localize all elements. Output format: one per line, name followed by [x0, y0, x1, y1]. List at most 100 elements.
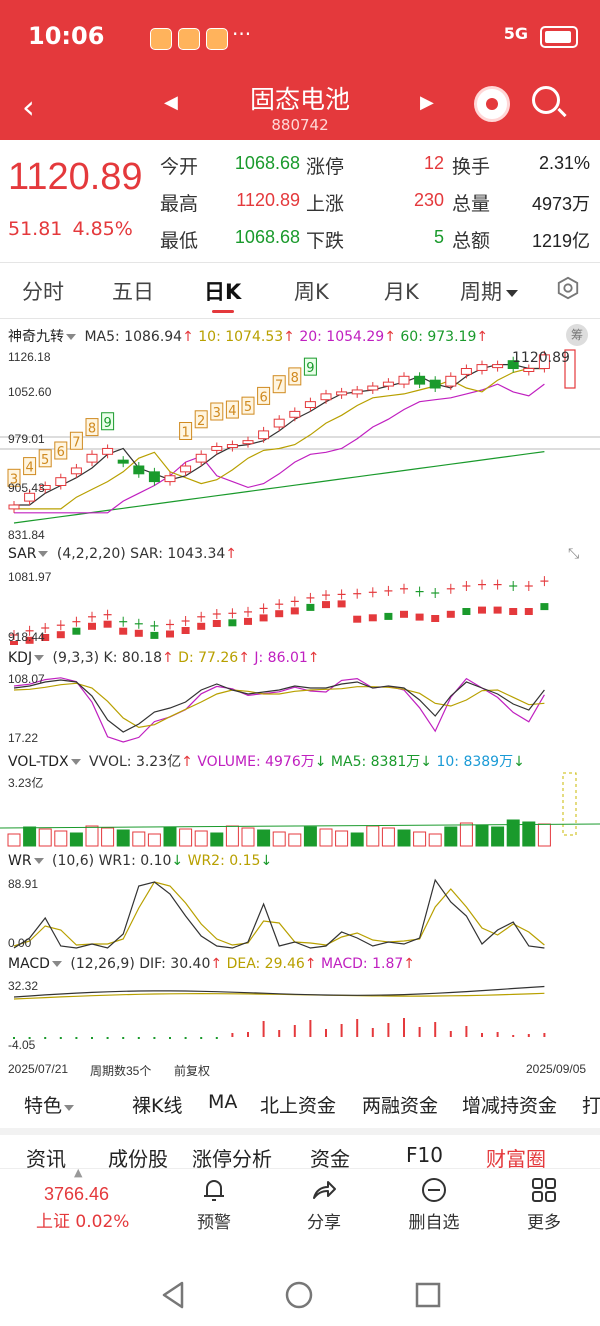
feature-tab-margin[interactable]: 两融资金	[362, 1095, 439, 1117]
quote-value: 12	[423, 153, 444, 173]
nine-turn-box	[23, 457, 37, 476]
end-date: 2025/09/05	[526, 1062, 587, 1076]
system-recents-icon[interactable]	[414, 1280, 442, 1310]
sar-dot	[415, 613, 424, 621]
volume-bar	[397, 829, 411, 847]
search-icon[interactable]	[532, 86, 560, 114]
nav-share-label[interactable]: 分享	[307, 1213, 341, 1233]
nav-more-label[interactable]: 更多	[527, 1213, 561, 1233]
settings-hex-icon[interactable]	[556, 276, 580, 300]
kdj-params: (9,3,3)	[52, 650, 100, 666]
tab-intraday[interactable]: 分时	[22, 280, 64, 304]
divider	[0, 318, 600, 319]
remove-watchlist-icon[interactable]	[394, 1176, 474, 1210]
tab-monthly-k[interactable]: 月K	[384, 280, 419, 304]
tab-daily-k[interactable]: 日K	[204, 280, 242, 304]
system-back-icon[interactable]	[160, 1280, 188, 1310]
change-value: 51.81	[8, 218, 63, 240]
feature-tab-special[interactable]: 特色	[24, 1091, 78, 1118]
sar-dot	[478, 606, 486, 614]
ma60-line	[13, 451, 545, 524]
sar-dot	[540, 603, 549, 611]
quote-value: 230	[413, 190, 444, 210]
next-stock-button[interactable]: ▶	[420, 92, 434, 113]
chip-distribution-button[interactable]: 筹	[566, 324, 588, 346]
candle	[86, 453, 98, 463]
bell-icon[interactable]	[174, 1176, 254, 1210]
back-button[interactable]: ‹	[22, 88, 35, 126]
y-axis-label: 88.91	[8, 877, 39, 891]
sar-dot	[400, 610, 408, 618]
wr-legend[interactable]: WR (10,6) WR1: 0.10↓ WR2: 0.15↓	[8, 853, 273, 869]
candle	[102, 447, 114, 455]
y-axis-label: 108.07	[8, 672, 45, 686]
sar-dot	[212, 620, 221, 627]
kdj-legend[interactable]: KDJ (9,3,3) K: 80.18↑ D: 77.26↑ J: 86.01…	[8, 650, 320, 666]
vvol-value: VVOL: 3.23亿	[89, 754, 182, 770]
candle	[211, 446, 223, 451]
sar-dot	[259, 614, 268, 622]
quote-value: 4973万	[531, 194, 590, 214]
nine-turn-box	[303, 357, 317, 376]
sar-dot	[25, 636, 34, 644]
vol-ma5-value: MA5: 8381万	[330, 754, 421, 770]
main-indicator-legend[interactable]: 神奇九转 MA5: 1086.94↑ 10: 1074.53↑ 20: 1054…	[8, 329, 489, 345]
nine-turn-label: 4	[25, 461, 33, 476]
prev-stock-button[interactable]: ◀	[164, 92, 178, 113]
feature-tab-naked-k[interactable]: 裸K线	[132, 1095, 183, 1117]
nine-turn-label: 3	[10, 472, 18, 487]
volume-bar	[491, 826, 505, 847]
news-tab-constituents[interactable]: 成份股	[108, 1147, 168, 1171]
nav-remove-label[interactable]: 删自选	[408, 1213, 460, 1233]
quote-label: 总量	[452, 193, 491, 215]
volume-bar	[319, 828, 333, 847]
macd-value: MACD: 1.87	[320, 956, 404, 972]
news-tab-limit-up[interactable]: 涨停分析	[192, 1147, 272, 1171]
candle	[164, 475, 176, 483]
vol-name: VOL-TDX	[8, 754, 69, 770]
nine-turn-box	[85, 418, 99, 437]
nine-turn-box	[179, 422, 193, 440]
vol-legend[interactable]: VOL-TDX VVOL: 3.23亿↑ VOLUME: 4976万↓ MA5:…	[8, 754, 525, 770]
news-tab-wealth-circle[interactable]: 财富圈	[486, 1147, 546, 1171]
tab-five-day[interactable]: 五日	[112, 280, 154, 304]
quote-label: 最低	[160, 230, 199, 252]
feature-tab-holding-change[interactable]: 增减持资金	[462, 1095, 558, 1117]
nav-alert-label[interactable]: 预警	[197, 1213, 231, 1233]
quote-value: 1068.68	[234, 153, 300, 173]
candle	[273, 418, 285, 428]
tab-period[interactable]: 周期	[460, 276, 518, 306]
expand-icon[interactable]: ⤡	[568, 546, 580, 562]
candle	[8, 504, 20, 510]
adjust-mode[interactable]: 前复权	[174, 1064, 211, 1078]
grid-more-icon[interactable]	[504, 1176, 584, 1210]
ma20-line	[14, 383, 545, 514]
feature-tab-more[interactable]: 打	[582, 1095, 600, 1117]
sar-dot	[509, 608, 518, 615]
tab-weekly-k[interactable]: 周K	[294, 280, 329, 304]
news-tab-info[interactable]: 资讯	[26, 1147, 66, 1171]
quote-label: 下跌	[306, 230, 345, 252]
news-tab-f10[interactable]: F10	[406, 1143, 443, 1167]
nine-turn-label: 3	[213, 406, 221, 421]
news-tab-capital[interactable]: 资金	[310, 1147, 350, 1171]
macd-legend[interactable]: MACD (12,26,9) DIF: 30.40↑ DEA: 29.46↑ M…	[8, 956, 415, 972]
ma60-value: 60: 973.19	[400, 329, 477, 345]
divider	[0, 1128, 600, 1135]
share-icon[interactable]	[284, 1176, 364, 1210]
sar-dot	[166, 630, 174, 638]
quote-label: 换手	[452, 156, 491, 178]
index-name[interactable]: 上证 0.02%	[36, 1212, 130, 1232]
feature-tab-northbound[interactable]: 北上资金	[260, 1095, 337, 1117]
sar-dot	[368, 614, 377, 622]
wr2-line	[13, 881, 545, 947]
y-axis-label: 1052.60	[8, 385, 52, 399]
system-home-icon[interactable]	[284, 1280, 314, 1310]
mascot-icon[interactable]	[474, 86, 510, 122]
volume-bar	[288, 833, 302, 847]
sar-legend[interactable]: SAR (4,2,2,20) SAR: 1043.34↑	[8, 546, 237, 562]
candle	[460, 368, 472, 375]
index-value[interactable]: 3766.46	[44, 1184, 110, 1204]
feature-tab-ma[interactable]: MA	[208, 1091, 238, 1113]
